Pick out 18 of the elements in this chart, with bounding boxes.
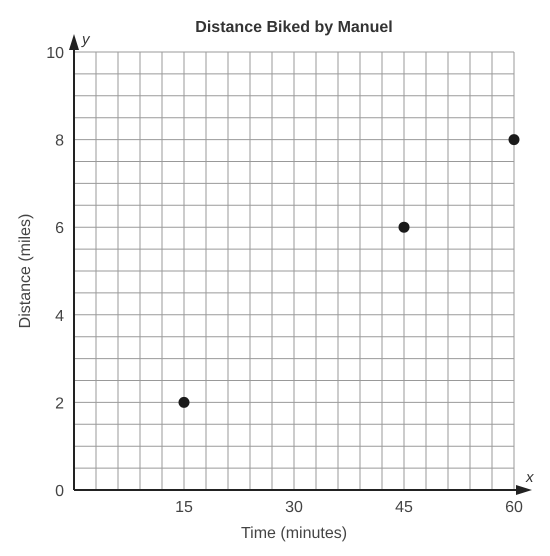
y-tick-label: 8	[55, 132, 64, 150]
x-tick-label: 15	[175, 499, 193, 516]
text: y	[81, 31, 91, 48]
y-tick-label: 10	[46, 45, 64, 62]
x-tick-label: 45	[395, 499, 413, 516]
x-tick-label: 30	[285, 499, 303, 516]
y-axis-title: Distance (miles)	[17, 214, 34, 328]
x-axis-title: Time (minutes)	[240, 525, 348, 542]
point	[508, 134, 520, 146]
y-tick-label: 2	[55, 395, 64, 412]
text: x	[525, 469, 534, 486]
y-tick-label: 4	[55, 308, 64, 325]
x-tick-label: 60	[505, 499, 523, 516]
y-tick-label: 6	[55, 220, 64, 238]
chart-title: Distance Biked by Manuel	[195, 19, 393, 36]
point	[178, 396, 190, 408]
point	[398, 222, 410, 233]
y-tick-label: 0	[55, 483, 64, 500]
